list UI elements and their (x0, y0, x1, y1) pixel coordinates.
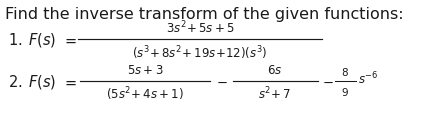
Text: $9$: $9$ (341, 85, 349, 97)
Text: $5s+3$: $5s+3$ (127, 64, 163, 77)
Text: $(s^3\!+8s^2\!+19s\!+\!12)(s^3)$: $(s^3\!+8s^2\!+19s\!+\!12)(s^3)$ (132, 44, 268, 61)
Text: $6s$: $6s$ (267, 64, 283, 77)
Text: $=$: $=$ (62, 74, 78, 89)
Text: $s^{-6}$: $s^{-6}$ (358, 70, 378, 87)
Text: $\it{2.}$: $\it{2.}$ (8, 73, 23, 89)
Text: $8$: $8$ (341, 65, 349, 77)
Text: $(5s^2\!+4s+1)$: $(5s^2\!+4s+1)$ (106, 84, 184, 102)
Text: $\it{F(s)}$: $\it{F(s)}$ (28, 72, 56, 90)
Text: $\it{1.}$: $\it{1.}$ (8, 32, 23, 48)
Text: $\it{F(s)}$: $\it{F(s)}$ (28, 31, 56, 49)
Text: Find the inverse transform of the given functions:: Find the inverse transform of the given … (5, 7, 404, 22)
Text: $-$: $-$ (322, 75, 334, 88)
Text: $3s^2\!+5s+5$: $3s^2\!+5s+5$ (166, 19, 234, 36)
Text: $-$: $-$ (216, 75, 228, 88)
Text: $=$: $=$ (62, 32, 78, 47)
Text: $s^2\!+7$: $s^2\!+7$ (259, 85, 292, 101)
